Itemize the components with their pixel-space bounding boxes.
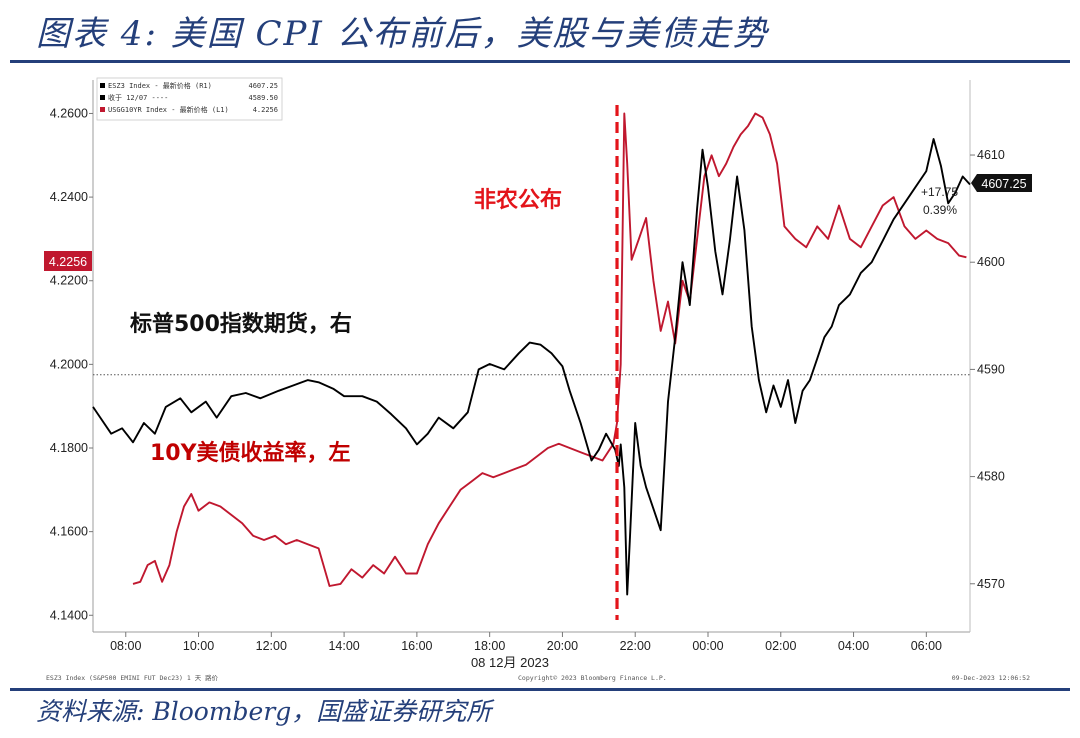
x-tick-label: 22:00 [620, 639, 651, 653]
legend-swatch-close [100, 95, 105, 100]
legend-box [96, 77, 283, 121]
source-rule [10, 688, 1070, 691]
right-tick-label: 4570 [977, 577, 1005, 591]
x-tick-label: 02:00 [765, 639, 796, 653]
x-tick-label: 08:00 [110, 639, 141, 653]
x-tick-label: 00:00 [692, 639, 723, 653]
legend-value-es: 4607.25 [248, 82, 278, 90]
yield-series-line [132, 112, 967, 587]
last-yield-tag-bg [44, 251, 92, 271]
legend-label-close: 收于 12/07 ---- [108, 93, 168, 102]
es-series-annotation: 标普500指数期货，右 [130, 311, 352, 337]
x-tick-label: 20:00 [547, 639, 578, 653]
x-axis-ticks: 08:00 10:00 12:00 14:00 16:00 18:00 20:00 22:00… [110, 632, 942, 653]
right-tick-label: 4610 [977, 148, 1005, 162]
x-tick-label: 18:00 [474, 639, 505, 653]
x-tick-label: 16:00 [401, 639, 432, 653]
event-annotation: 非农公布 [474, 187, 562, 213]
series-layer [92, 112, 971, 596]
left-tick-label: 4.2200 [50, 274, 88, 288]
yield-series-annotation: 10Y美债收益率，左 [150, 440, 351, 466]
last-es-tag-bg [971, 174, 1032, 192]
left-tick-label: 4.2000 [50, 357, 88, 371]
last-es-value: 4607.25 [981, 177, 1026, 191]
last-yield-tag: 4.2256 [44, 251, 92, 271]
left-tick-label: 4.2600 [50, 106, 88, 120]
legend-value-yield: 4.2256 [253, 106, 278, 114]
x-axis-label: 08 12月 2023 [471, 655, 549, 670]
legend-value-close: 4589.50 [248, 94, 278, 102]
footer-right: 09-Dec-2023 12:06:52 [952, 674, 1030, 682]
left-tick-label: 4.1600 [50, 525, 88, 539]
right-tick-label: 4580 [977, 470, 1005, 484]
legend-label-yield: USGG10YR Index - 最新价格 (L1) [108, 105, 229, 114]
title-rule [10, 60, 1070, 63]
right-tick-label: 4590 [977, 362, 1005, 376]
es-series-line [92, 138, 971, 596]
legend-swatch-es [100, 83, 105, 88]
right-axis-ticks: 4610 4600 4590 4580 4570 [970, 148, 1005, 591]
left-axis-ticks: 4.2600 4.2400 4.2200 4.2000 4.1800 4.1600 4.14… [50, 106, 93, 622]
left-tick-label: 4.1400 [50, 608, 88, 622]
change-pct: 0.39% [923, 203, 957, 217]
x-tick-label: 10:00 [183, 639, 214, 653]
figure-title: 图表 4: 美国 CPI 公布前后，美股与美债走势 [36, 14, 769, 54]
last-yield-value: 4.2256 [49, 255, 87, 269]
footer-left: ESZ3 Index (S&P500 EMINI FUT Dec23) 1 天 … [46, 673, 219, 682]
x-tick-label: 14:00 [328, 639, 359, 653]
change-abs: +17.75 [921, 185, 958, 199]
legend: ESZ3 Index - 最新价格 (R1) 4607.25 收于 12/07 … [96, 77, 283, 121]
legend-label-es: ESZ3 Index - 最新价格 (R1) [108, 81, 212, 90]
source-note: 资料来源: Bloomberg，国盛证券研究所 [36, 697, 492, 726]
right-tick-label: 4600 [977, 255, 1005, 269]
left-tick-label: 4.2400 [50, 190, 88, 204]
x-tick-label: 04:00 [838, 639, 869, 653]
x-tick-label: 06:00 [911, 639, 942, 653]
x-tick-label: 12:00 [256, 639, 287, 653]
last-es-tag: 4607.25 [971, 174, 1032, 192]
footer-center: Copyright© 2023 Bloomberg Finance L.P. [518, 674, 667, 682]
left-tick-label: 4.1800 [50, 441, 88, 455]
legend-swatch-yield [100, 107, 105, 112]
